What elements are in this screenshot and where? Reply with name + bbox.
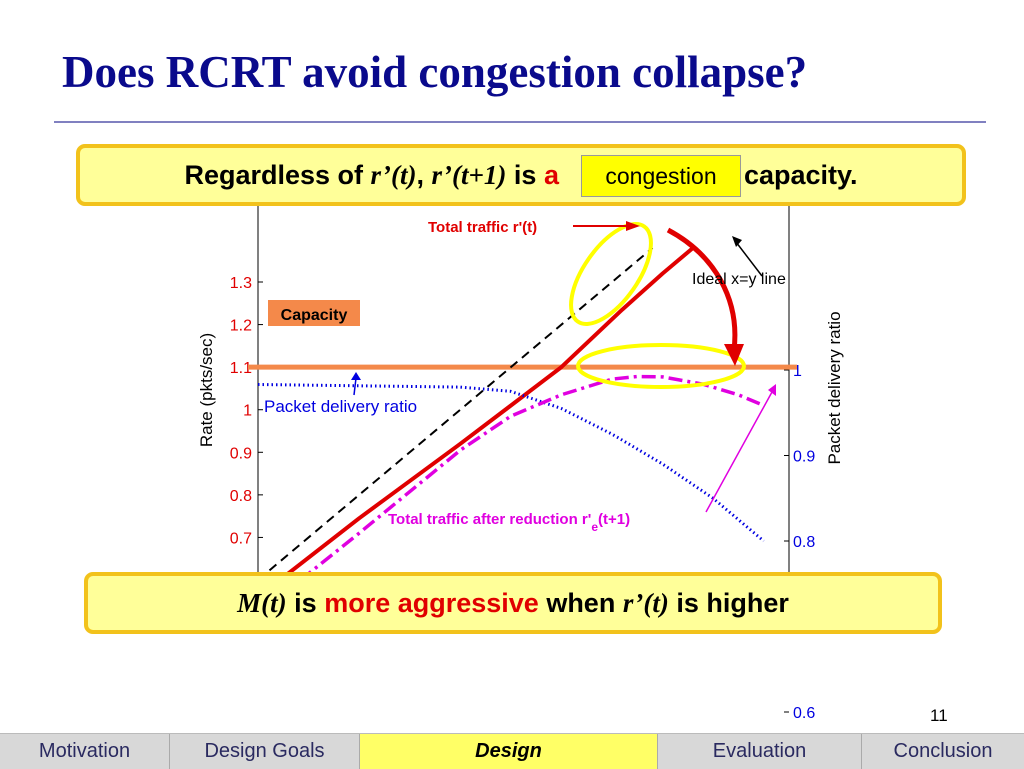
- y-tick-label: 1.3: [230, 275, 252, 292]
- leader-ideal-line-head: [732, 236, 742, 247]
- leader-ideal-line: [735, 241, 763, 277]
- highlight-ellipse-rt: [569, 222, 653, 326]
- bottom-callout: M(t) is more aggressive when r’(t) is hi…: [84, 572, 942, 634]
- slide-title: Does RCRT avoid congestion collapse?: [62, 47, 808, 97]
- nav-item-conclusion[interactable]: Conclusion: [893, 740, 993, 762]
- annotation-total-traffic: Total traffic r'(t): [428, 219, 537, 236]
- series-line-3: [307, 374, 765, 572]
- annotation-after-reduction: Total traffic after reduction r'e(t+1): [388, 511, 630, 534]
- y-tick-label: 0.8: [230, 488, 252, 505]
- nav-item-motivation[interactable]: Motivation: [0, 734, 170, 769]
- label-layer: Rate (pkts/sec) Packet delivery ratio Ca…: [197, 219, 844, 534]
- leader-delivery-ratio-head: [351, 372, 361, 380]
- y-tick-label: 0.7: [230, 530, 252, 547]
- series-line-0: [286, 246, 695, 572]
- nav-item-design-goals[interactable]: Design Goals: [170, 734, 360, 769]
- reduction-arrow-head: [724, 344, 744, 366]
- congestion-tag: congestion: [581, 155, 741, 197]
- callout-highlight-fragment: a: [543, 159, 559, 190]
- y2-tick-label: 1: [793, 363, 802, 380]
- callout-is: is: [506, 159, 544, 190]
- reduction-arrow: [666, 227, 738, 351]
- grid-layer: [257, 206, 790, 572]
- series-line-2: [258, 383, 765, 543]
- callout-var-rt: r’(t): [370, 159, 417, 190]
- callout-highlight: more aggressive: [324, 587, 539, 618]
- y2-tick-label: 0.6: [793, 705, 815, 722]
- nav-item-evaluation[interactable]: Evaluation: [658, 734, 862, 769]
- callout-sep: ,: [416, 159, 432, 190]
- y2-tick-label: 0.9: [793, 449, 815, 466]
- leader-after-reduction: [705, 391, 773, 513]
- callout-var-rt: r’(t): [622, 587, 669, 618]
- highlight-ellipse-reduced: [576, 343, 746, 389]
- slide-number: 11: [930, 706, 948, 725]
- callout-suffix: is higher: [668, 587, 789, 618]
- top-callout: Regardless of r’(t) , r’(t+1) is a ow ca…: [76, 144, 966, 206]
- nav-item-design[interactable]: Design: [360, 734, 658, 769]
- y-tick-label: 0.9: [230, 445, 252, 462]
- annotation-delivery-ratio: Packet delivery ratio: [264, 397, 417, 416]
- title-divider: [54, 121, 986, 123]
- y2-axis-label: Packet delivery ratio: [825, 311, 844, 464]
- left-axis-ticks: 0.60.70.80.911.11.21.3: [230, 275, 263, 590]
- leader-after-reduction-head: [768, 384, 776, 396]
- leader-total-traffic-head: [626, 221, 640, 231]
- y-tick-label: 1.2: [230, 318, 252, 335]
- capacity-layer: [248, 300, 797, 370]
- leader-delivery-ratio: [353, 377, 357, 396]
- series-layer: [258, 246, 765, 572]
- y2-tick-label: 0.8: [793, 534, 815, 551]
- capacity-label: Capacity: [281, 307, 348, 324]
- annotation-ideal-line: Ideal x=y line: [692, 271, 786, 288]
- y-tick-label: 1.1: [230, 360, 252, 377]
- highlight-layer: [351, 221, 776, 513]
- callout-is: is: [286, 587, 325, 618]
- capacity-label-box: [268, 300, 360, 326]
- callout-var-mt: M(t): [237, 587, 287, 618]
- callout-when: when: [538, 587, 623, 618]
- y-axis-label: Rate (pkts/sec): [197, 333, 216, 447]
- callout-var-rt1: r’(t+1): [431, 159, 507, 190]
- section-nav: Motivation Design Goals Design Evaluatio…: [0, 733, 1024, 769]
- callout-prefix: Regardless of: [184, 159, 371, 190]
- y-tick-label: 1: [243, 403, 252, 420]
